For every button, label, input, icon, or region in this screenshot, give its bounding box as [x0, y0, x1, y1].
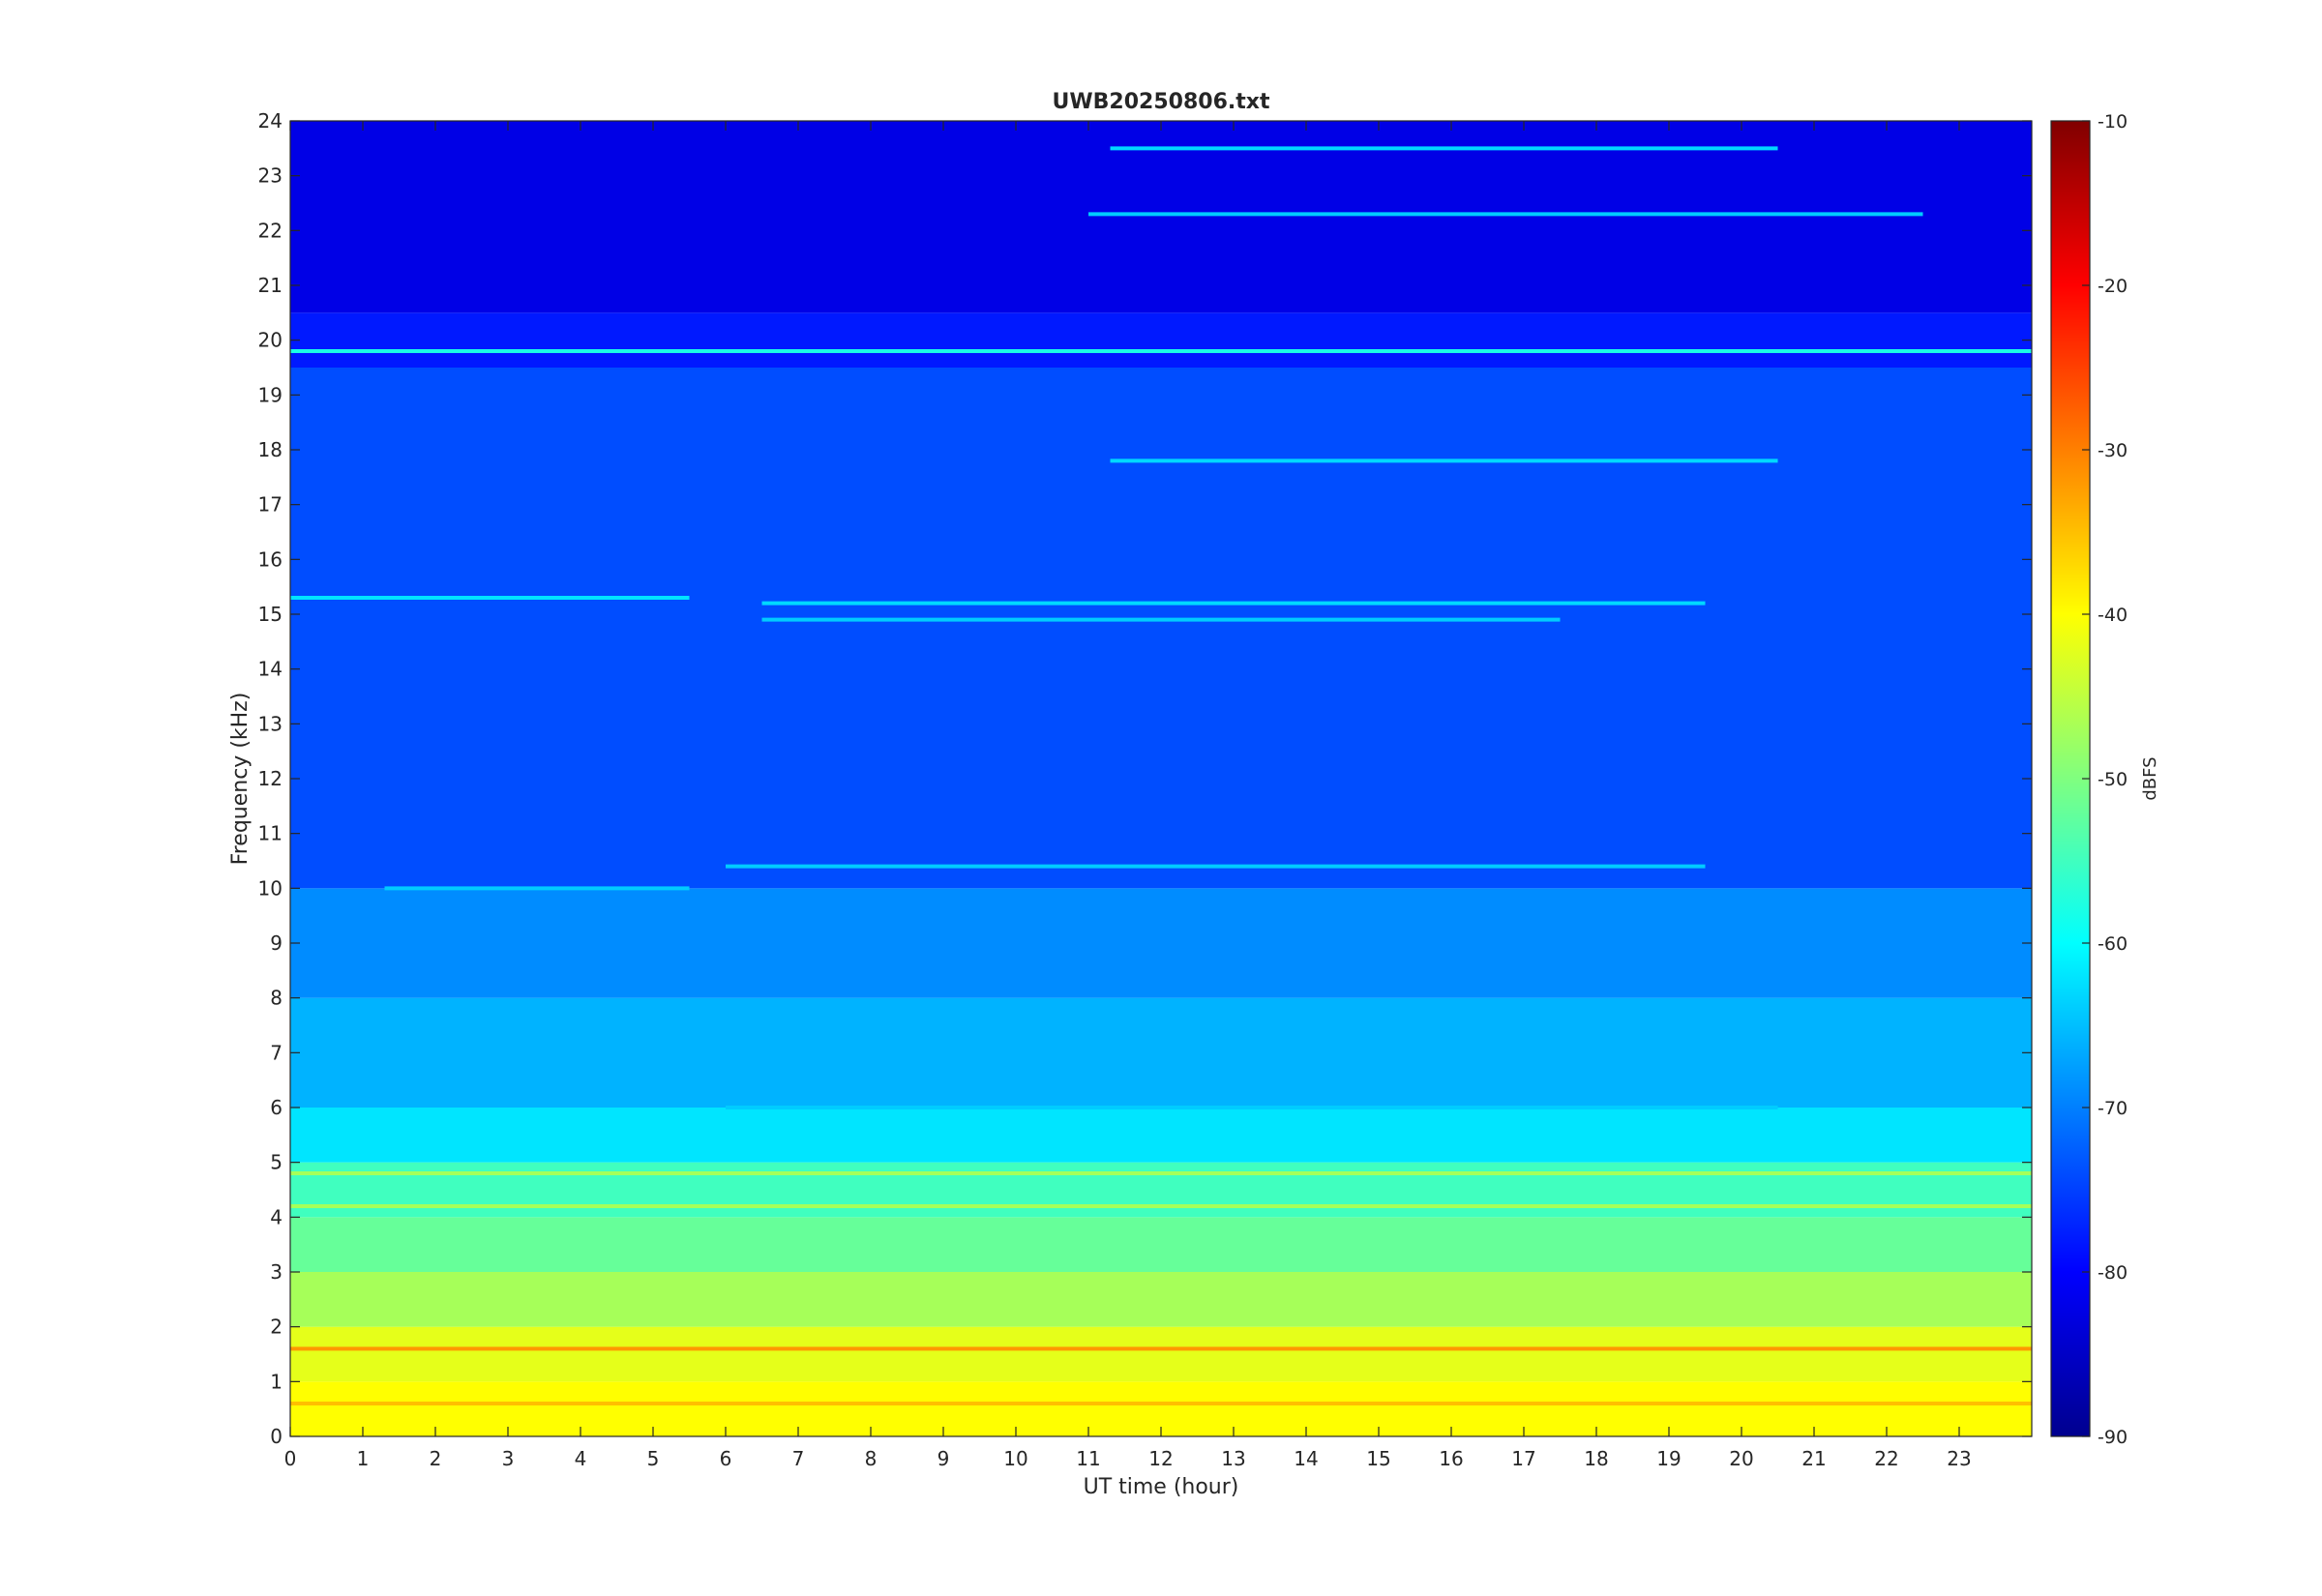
x-axis: 0 1 2 3 4 5 6 7 8 9 10 11 12 13 14 15 16 17 18 19 20 21 22 23 [284, 121, 1972, 1470]
y-tick-label: 21 [258, 274, 283, 297]
y-tick-label: 23 [258, 164, 283, 188]
y-tick-label: 0 [270, 1425, 283, 1448]
x-tick-label: 23 [1947, 1447, 1971, 1470]
frequency-band [290, 121, 2032, 313]
y-tick-label: 16 [258, 547, 283, 571]
x-tick-label: 3 [502, 1447, 515, 1470]
colorbar-tick-label: -40 [2098, 605, 2128, 626]
x-tick-label: 2 [430, 1447, 442, 1470]
colorbar-tick-label: -90 [2098, 1427, 2128, 1448]
x-tick-label: 11 [1076, 1447, 1100, 1470]
y-tick-label: 3 [270, 1260, 283, 1284]
x-tick-label: 14 [1294, 1447, 1318, 1470]
frequency-band [290, 1326, 2032, 1382]
x-tick-label: 21 [1801, 1447, 1826, 1470]
y-tick-label: 8 [270, 987, 283, 1010]
x-tick-label: 6 [720, 1447, 732, 1470]
colorbar-tick-label: -60 [2098, 933, 2128, 955]
y-tick-label: 10 [258, 876, 283, 900]
chart-title: UWB20250806.txt [1053, 90, 1270, 114]
frequency-band [290, 888, 2032, 998]
frequency-band [290, 1217, 2032, 1272]
y-tick-label: 1 [270, 1370, 283, 1393]
x-tick-label: 13 [1221, 1447, 1245, 1470]
x-tick-label: 12 [1148, 1447, 1173, 1470]
y-tick-label: 4 [270, 1205, 283, 1228]
x-tick-label: 10 [1003, 1447, 1027, 1470]
frequency-band [290, 368, 2032, 889]
y-tick-label: 5 [270, 1151, 283, 1174]
y-tick-label: 9 [270, 931, 283, 955]
y-tick-label: 12 [258, 767, 283, 790]
frequency-band [290, 1272, 2032, 1327]
colorbar-tick-label: -80 [2098, 1262, 2128, 1284]
x-tick-label: 17 [1511, 1447, 1535, 1470]
y-tick-label: 18 [258, 438, 283, 461]
y-axis-label: Frequency (kHz) [228, 693, 253, 866]
x-tick-label: 9 [938, 1447, 950, 1470]
colorbar-tick-label: -10 [2098, 111, 2128, 133]
y-tick-label: 6 [270, 1096, 283, 1119]
x-tick-label: 4 [575, 1447, 587, 1470]
y-tick-label: 20 [258, 329, 283, 352]
x-tick-label: 22 [1874, 1447, 1898, 1470]
y-tick-label: 13 [258, 712, 283, 735]
colorbar-tick-label: -20 [2098, 276, 2128, 297]
spectrogram-heatmap [290, 121, 2032, 1436]
frequency-band [290, 997, 2032, 1108]
y-tick-label: 11 [258, 822, 283, 845]
y-tick-label: 19 [258, 383, 283, 406]
x-axis-label: UT time (hour) [1084, 1475, 1239, 1499]
colorbar-tick-label: -30 [2098, 440, 2128, 461]
colorbar-axis: -10 -20 -30 -40 -50 -60 -70 -80 -90 [2082, 111, 2128, 1448]
y-tick-label: 24 [258, 109, 283, 133]
colorbar-tick-label: -50 [2098, 769, 2128, 790]
frequency-band [290, 312, 2032, 368]
x-tick-label: 0 [284, 1447, 297, 1470]
x-tick-label: 19 [1656, 1447, 1681, 1470]
x-tick-label: 1 [357, 1447, 370, 1470]
colorbar-label: dBFS [2140, 756, 2160, 800]
x-tick-label: 7 [792, 1447, 805, 1470]
frequency-band [290, 1108, 2032, 1163]
y-tick-label: 15 [258, 603, 283, 626]
x-tick-label: 8 [865, 1447, 878, 1470]
y-tick-label: 17 [258, 493, 283, 517]
y-tick-label: 14 [258, 658, 283, 681]
x-tick-label: 15 [1366, 1447, 1390, 1470]
y-tick-label: 7 [270, 1041, 283, 1064]
x-tick-label: 20 [1729, 1447, 1753, 1470]
frequency-band [290, 1162, 2032, 1218]
colorbar-tick-label: -70 [2098, 1098, 2128, 1119]
x-tick-label: 18 [1584, 1447, 1608, 1470]
y-tick-label: 22 [258, 219, 283, 242]
x-tick-label: 16 [1439, 1447, 1463, 1470]
y-tick-label: 2 [270, 1315, 283, 1339]
x-tick-label: 5 [647, 1447, 660, 1470]
